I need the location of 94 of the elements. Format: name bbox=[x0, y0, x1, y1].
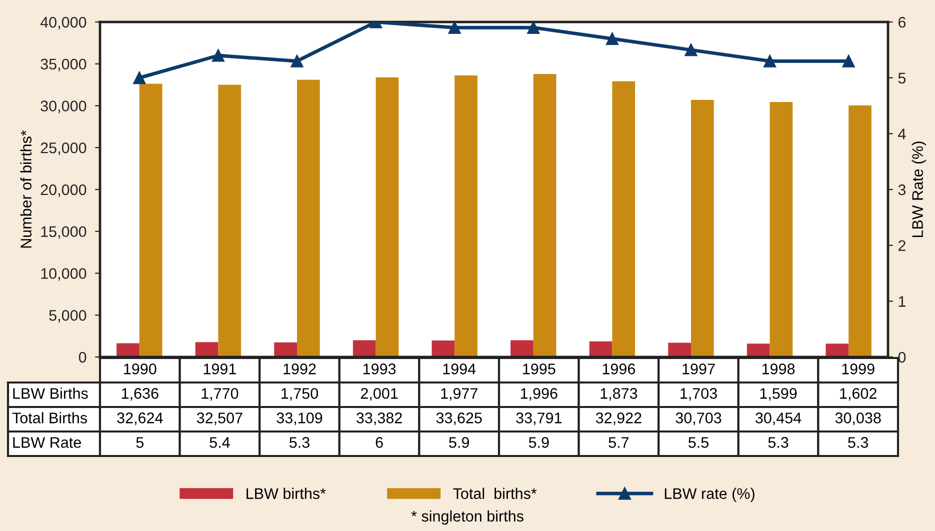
bar bbox=[510, 340, 534, 357]
bar bbox=[746, 344, 770, 357]
y-tick-label: 30,000 bbox=[40, 100, 86, 114]
y2-tick-label: 0 bbox=[898, 352, 906, 363]
y-tick-label: 35,000 bbox=[40, 58, 86, 72]
bar bbox=[116, 343, 140, 357]
bar bbox=[352, 340, 376, 357]
data-label: 33,382 bbox=[356, 412, 402, 426]
data-label: 5.5 bbox=[688, 437, 708, 448]
data-label: 2,001 bbox=[360, 388, 398, 401]
bar bbox=[274, 342, 297, 357]
text: Total Births bbox=[12, 412, 88, 424]
bar bbox=[195, 342, 218, 357]
y-axis-title: Number of births* bbox=[20, 130, 32, 248]
bar bbox=[297, 80, 320, 357]
legend-label: LBW births* bbox=[246, 488, 326, 499]
data-label: 32,624 bbox=[117, 412, 163, 426]
point bbox=[764, 54, 776, 68]
y-tick-label: 25,000 bbox=[40, 142, 86, 156]
text: LBW Births bbox=[13, 388, 88, 399]
point bbox=[684, 44, 698, 56]
bar bbox=[139, 84, 162, 357]
point bbox=[606, 32, 618, 45]
point bbox=[212, 49, 224, 62]
x-tick-label: 1999 bbox=[842, 364, 874, 374]
y2-tick-label: 4 bbox=[898, 128, 906, 140]
x-tick-label: 1997 bbox=[682, 364, 715, 374]
data-label: 1,873 bbox=[600, 388, 638, 401]
bar bbox=[612, 81, 636, 357]
y-tick-label: 0 bbox=[78, 352, 86, 363]
data-label: 30,454 bbox=[756, 412, 802, 426]
data-label: 5.4 bbox=[210, 437, 230, 448]
bar bbox=[770, 102, 793, 357]
point bbox=[133, 72, 146, 84]
bar bbox=[454, 75, 478, 357]
y-tick-label: 20,000 bbox=[40, 184, 86, 197]
data-label: 32,922 bbox=[596, 412, 642, 426]
data-label: 5.3 bbox=[289, 437, 310, 448]
data-label: 1,996 bbox=[520, 388, 558, 401]
y2-tick-label: 5 bbox=[898, 72, 906, 84]
bar bbox=[668, 342, 691, 357]
x-tick-label: 1996 bbox=[602, 364, 636, 374]
y2-tick-label: 6 bbox=[898, 16, 906, 28]
bar bbox=[376, 77, 399, 357]
point bbox=[290, 54, 304, 68]
data-label: 33,109 bbox=[276, 412, 322, 426]
data-label: 30,038 bbox=[835, 412, 881, 426]
y2-tick-label: 2 bbox=[898, 240, 906, 251]
bar bbox=[826, 344, 849, 357]
data-label: 30,703 bbox=[676, 412, 722, 426]
data-label: 1,703 bbox=[680, 388, 717, 401]
x-tick-label: 1992 bbox=[284, 364, 316, 374]
data-label: 5.7 bbox=[608, 437, 629, 448]
text: * singleton births bbox=[411, 510, 524, 525]
x-tick-label: 1995 bbox=[523, 364, 556, 374]
data-label: 1,770 bbox=[202, 388, 238, 401]
y-tick-label: 40,000 bbox=[40, 16, 86, 30]
data-label: 5.3 bbox=[768, 437, 788, 448]
legend-label: LBW rate (%) bbox=[664, 488, 754, 502]
bar bbox=[691, 100, 714, 357]
x-tick-label: 1990 bbox=[124, 364, 156, 374]
x-tick-label: 1993 bbox=[363, 364, 396, 374]
data-label: 1,636 bbox=[122, 388, 158, 401]
bar bbox=[533, 74, 556, 357]
y2-tick-label: 3 bbox=[898, 184, 906, 196]
data-label: 5.9 bbox=[528, 437, 549, 448]
data-label: 32,507 bbox=[196, 412, 242, 426]
bar bbox=[589, 341, 612, 357]
data-label: 33,791 bbox=[516, 412, 562, 426]
point bbox=[842, 54, 855, 68]
bar bbox=[848, 105, 872, 357]
data-label: 33,625 bbox=[436, 412, 482, 426]
x-tick-label: 1991 bbox=[204, 364, 236, 374]
data-label: 6 bbox=[376, 437, 383, 448]
data-label: 1,977 bbox=[441, 388, 478, 401]
data-label: 1,599 bbox=[760, 388, 797, 401]
data-label: 1,602 bbox=[840, 388, 876, 401]
data-label: 5.9 bbox=[449, 437, 469, 448]
y2-tick-label: 1 bbox=[898, 296, 906, 307]
point bbox=[448, 22, 461, 34]
point bbox=[527, 22, 540, 34]
x-tick-label: 1994 bbox=[443, 364, 476, 374]
x-tick-label: 1998 bbox=[762, 364, 795, 374]
text: LBW Rate bbox=[13, 437, 81, 448]
data-label: 5 bbox=[136, 437, 144, 448]
bar bbox=[432, 340, 455, 357]
y2-axis-title: LBW Rate (%) bbox=[912, 142, 926, 238]
y-tick-label: 5,000 bbox=[49, 310, 86, 323]
bar bbox=[218, 84, 242, 357]
legend-label: Total births* bbox=[453, 488, 537, 499]
data-label: 5.3 bbox=[848, 437, 868, 448]
data-label: 1,750 bbox=[282, 388, 318, 401]
y-tick-label: 10,000 bbox=[41, 268, 86, 281]
y-tick-label: 15,000 bbox=[41, 226, 86, 239]
